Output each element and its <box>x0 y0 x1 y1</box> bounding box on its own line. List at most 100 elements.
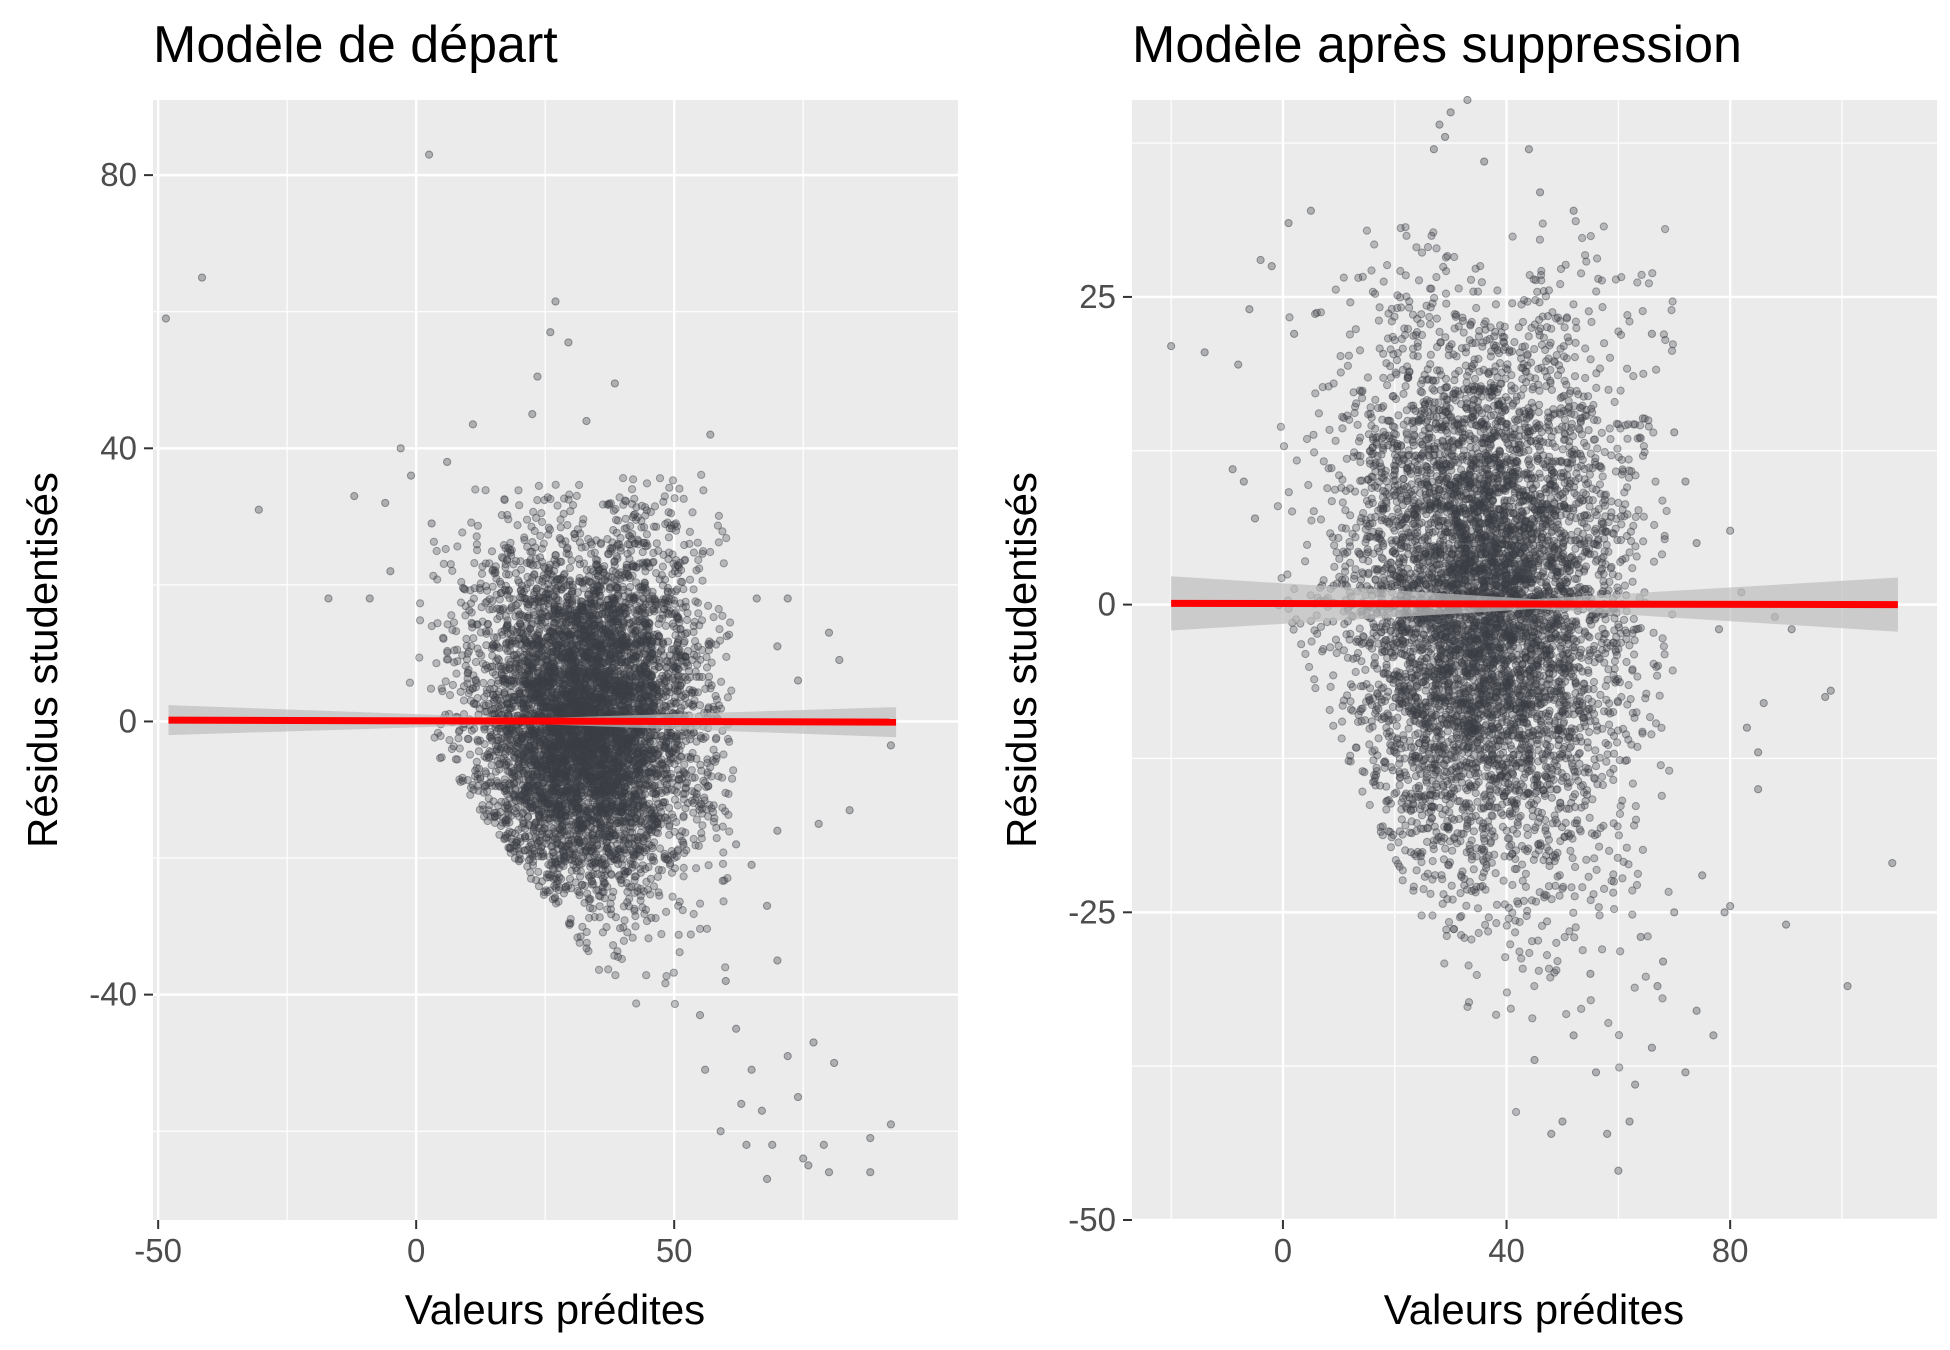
gridlines <box>153 100 958 1220</box>
data-point <box>616 670 626 679</box>
data-point <box>722 534 731 543</box>
data-point <box>542 661 551 670</box>
data-point <box>517 667 526 676</box>
data-point <box>453 542 462 551</box>
data-point <box>655 891 664 900</box>
data-point <box>629 475 638 484</box>
data-point <box>698 821 707 830</box>
data-point <box>576 833 585 842</box>
data-point <box>437 753 446 762</box>
data-point <box>702 653 711 662</box>
data-point <box>628 738 637 747</box>
data-point <box>533 496 542 505</box>
data-point <box>619 474 628 483</box>
data-point <box>623 646 632 655</box>
data-point <box>681 652 690 661</box>
data-point <box>643 776 652 785</box>
data-point <box>455 744 464 753</box>
data-point <box>553 501 562 510</box>
data-point <box>613 541 622 550</box>
data-point <box>520 533 529 542</box>
data-point <box>602 841 611 850</box>
data-point <box>630 494 639 503</box>
data-point <box>597 759 607 768</box>
data-point <box>608 566 617 576</box>
data-point <box>530 526 539 536</box>
data-point <box>543 798 552 807</box>
data-point <box>600 680 609 689</box>
data-point <box>602 923 611 932</box>
data-point <box>681 804 690 813</box>
data-point <box>689 909 698 919</box>
data-point <box>598 887 607 897</box>
data-point <box>689 548 699 557</box>
data-point <box>547 823 556 832</box>
data-point <box>632 503 641 512</box>
data-point <box>574 826 583 835</box>
data-point <box>532 805 541 814</box>
data-point <box>515 501 524 510</box>
data-point <box>575 707 584 717</box>
data-point <box>625 894 634 903</box>
data-point <box>534 780 543 790</box>
data-point <box>658 581 668 590</box>
data-point <box>539 692 548 702</box>
data-point <box>624 754 634 764</box>
data-point <box>481 627 490 636</box>
data-point <box>608 697 618 706</box>
data-point <box>628 485 637 494</box>
data-point <box>686 930 695 939</box>
data-point <box>471 657 480 667</box>
data-point <box>595 913 604 922</box>
data-point <box>578 880 587 889</box>
data-point <box>439 559 448 569</box>
data-point <box>718 822 727 831</box>
data-point <box>655 614 664 623</box>
data-point <box>511 829 520 838</box>
data-point <box>685 527 695 537</box>
data-point <box>659 595 668 604</box>
data-point <box>565 649 575 658</box>
data-point <box>704 601 713 610</box>
data-point <box>723 693 733 702</box>
data-point <box>727 686 736 695</box>
data-point <box>495 595 504 604</box>
data-point <box>544 733 554 742</box>
data-point <box>560 738 569 747</box>
data-point <box>600 790 609 799</box>
data-point <box>514 486 523 495</box>
data-point <box>674 930 683 939</box>
data-point <box>649 749 658 758</box>
data-point <box>685 539 694 548</box>
data-point <box>641 702 650 712</box>
data-point <box>714 538 723 547</box>
data-point <box>511 671 520 680</box>
data-point <box>662 907 671 917</box>
data-point <box>667 868 677 877</box>
data-point <box>503 733 512 742</box>
data-point <box>521 832 530 841</box>
data-point <box>429 537 438 546</box>
data-point <box>609 941 618 950</box>
data-point <box>691 597 700 606</box>
data-point <box>572 491 581 500</box>
data-point <box>569 733 578 743</box>
data-point <box>498 814 507 823</box>
data-point <box>669 968 678 977</box>
data-point <box>513 521 522 530</box>
data-point <box>605 812 614 821</box>
data-point <box>709 613 718 622</box>
data-point <box>548 797 557 806</box>
data-point <box>470 559 479 568</box>
data-point <box>551 763 560 772</box>
data-point <box>721 788 730 798</box>
data-point <box>614 591 623 601</box>
data-point <box>689 585 698 594</box>
data-point <box>719 750 728 759</box>
data-point <box>624 902 634 911</box>
data-point <box>628 933 637 942</box>
data-point <box>704 861 713 870</box>
data-point <box>452 669 461 678</box>
